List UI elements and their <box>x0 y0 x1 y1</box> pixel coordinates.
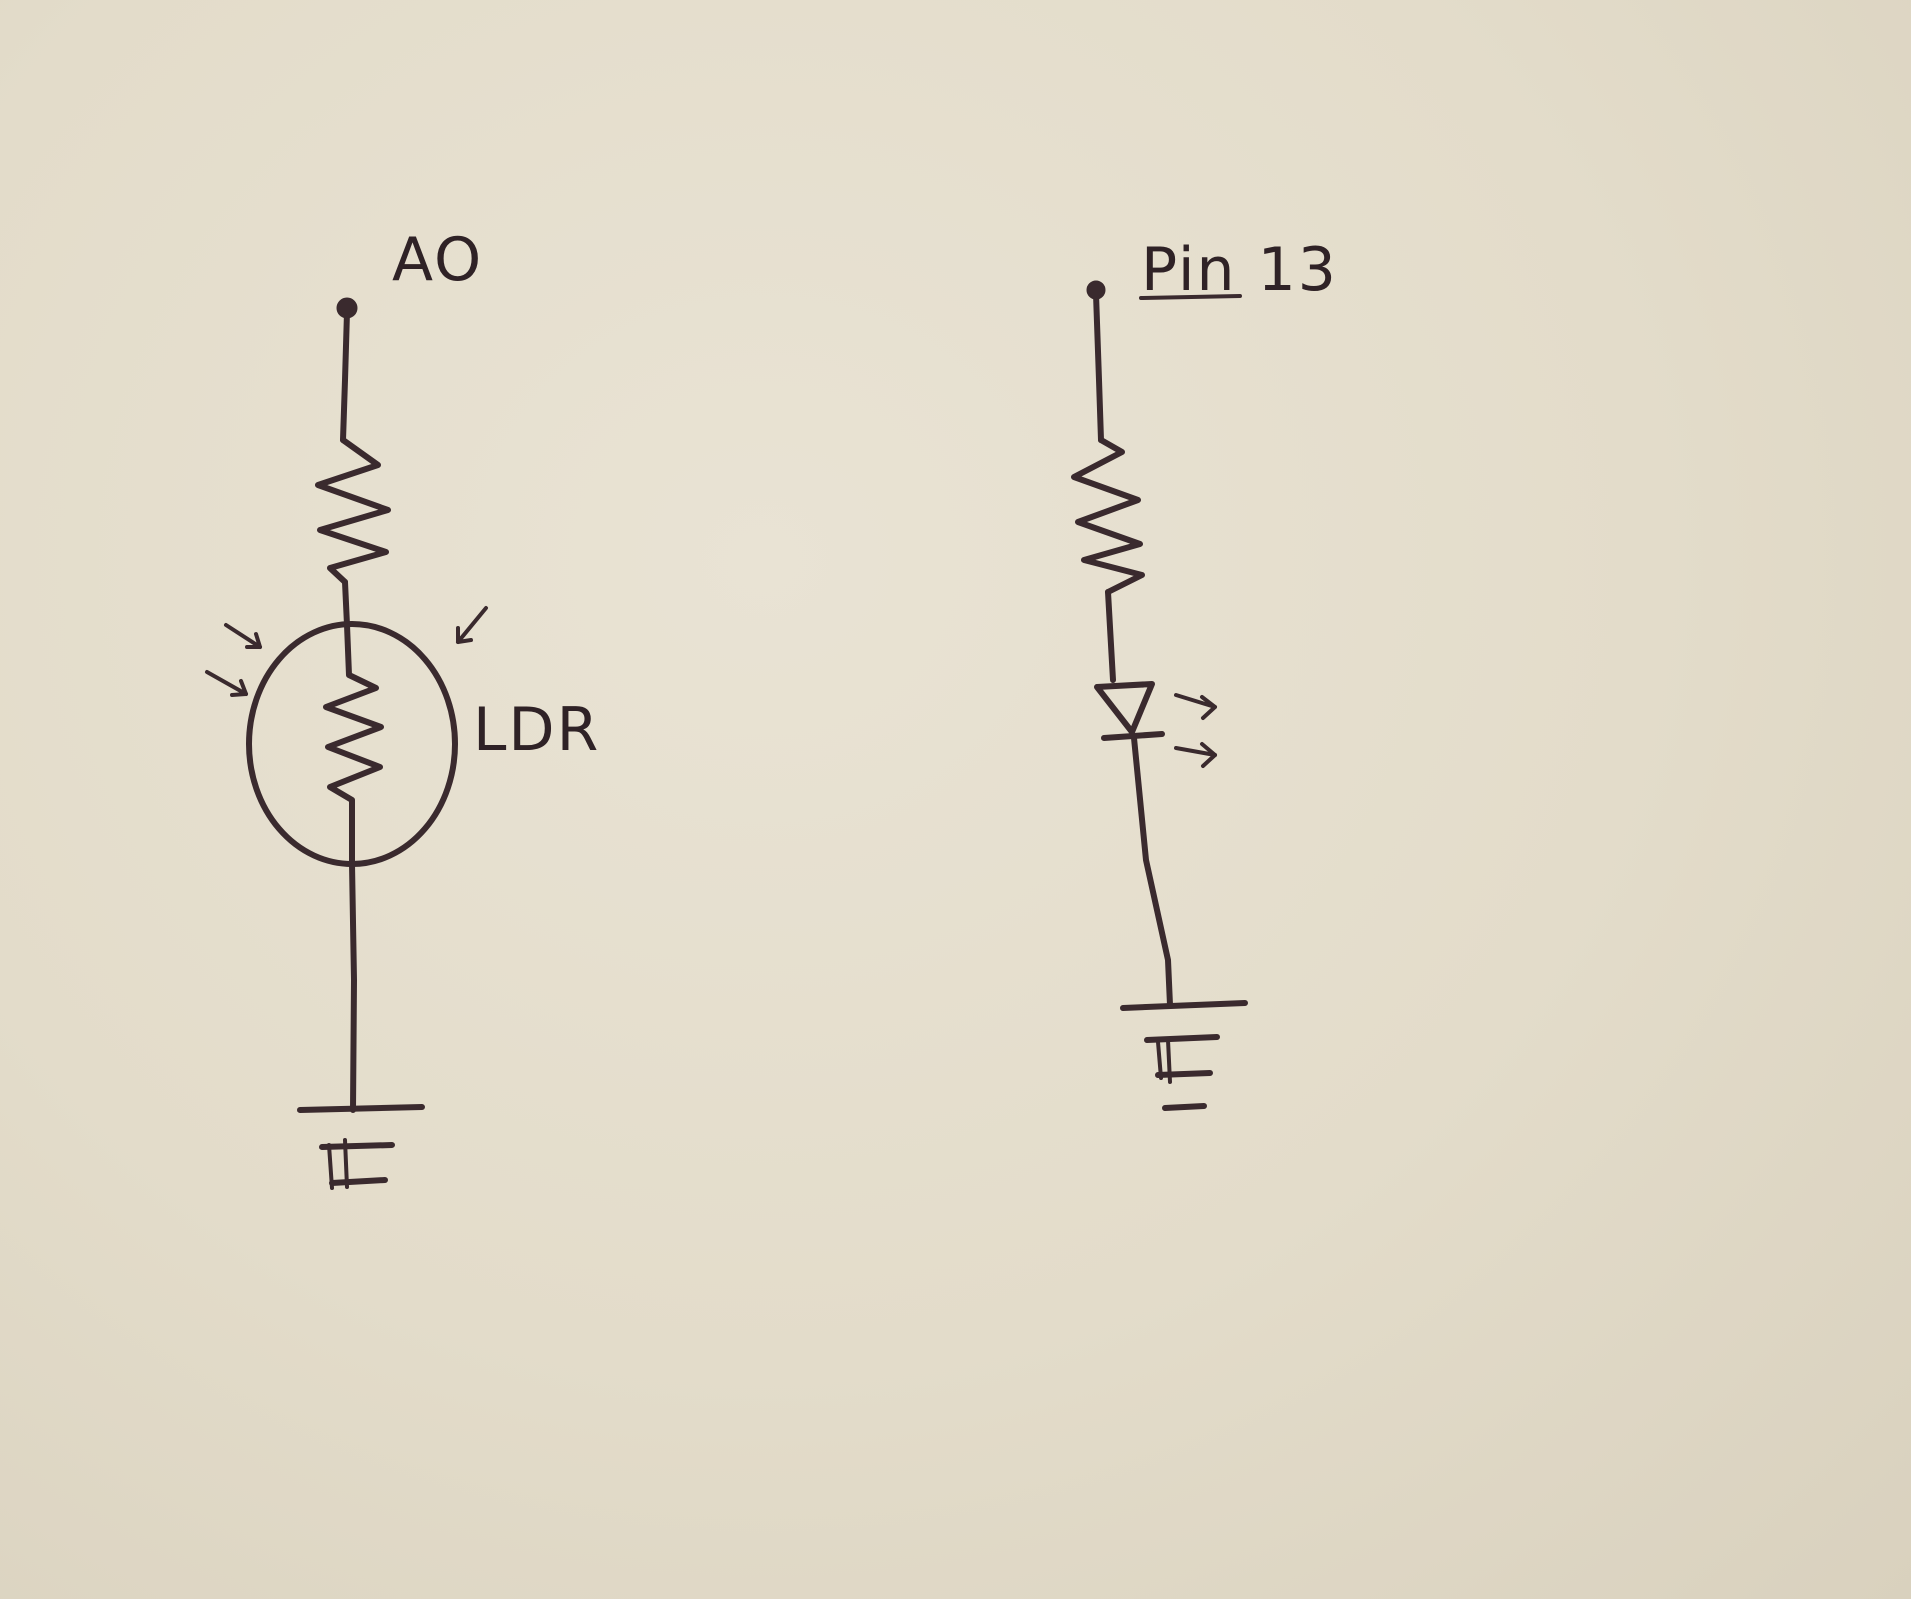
ground-symbol-left <box>297 1104 425 1190</box>
ldr-circuit: AO LDR <box>205 225 600 1190</box>
resistor-to-led-wire <box>1105 589 1116 683</box>
light-in-arrow-right <box>456 606 488 644</box>
ao-pin-label: AO <box>392 225 483 295</box>
ldr-series-resistor <box>315 437 391 585</box>
ground-symbol-right <box>1120 1000 1248 1111</box>
light-out-arrow-lower <box>1174 742 1217 768</box>
ldr-label: LDR <box>473 695 600 765</box>
led-ground-wire <box>1131 735 1173 1008</box>
light-in-arrow-upper <box>224 623 262 649</box>
led-circuit: Pin 13 <box>1071 235 1338 1111</box>
ao-wire <box>340 309 350 443</box>
pin13-label-underline <box>1139 294 1242 300</box>
light-out-arrow-upper <box>1174 693 1217 720</box>
led-series-resistor <box>1071 437 1145 595</box>
ldr-element-zigzag <box>323 622 384 867</box>
resistor-to-ldr-wire <box>342 579 350 628</box>
ldr-ground-wire <box>349 861 357 1113</box>
pin13-wire <box>1093 291 1104 443</box>
led-diode-triangle <box>1094 681 1155 735</box>
pin13-label: Pin 13 <box>1141 235 1338 305</box>
light-in-arrow-lower <box>205 670 248 697</box>
